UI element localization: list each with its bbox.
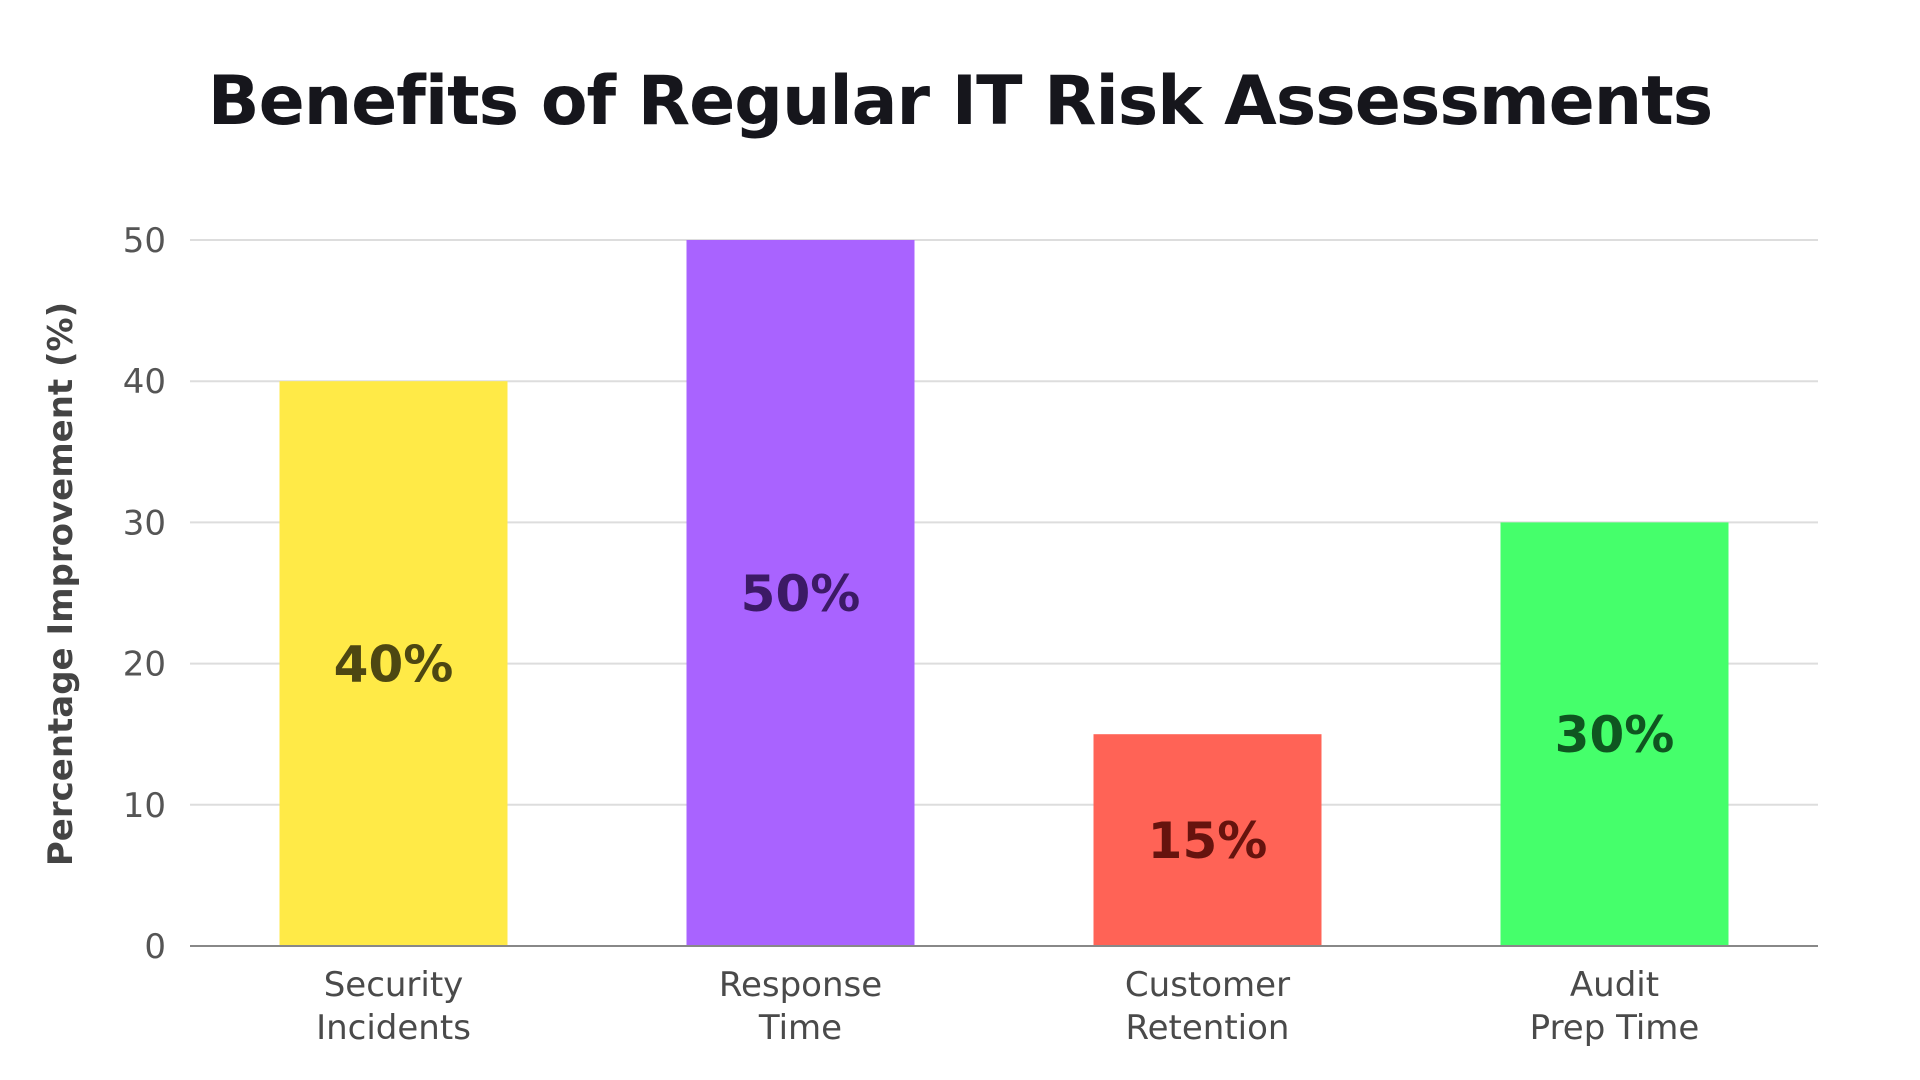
y-tick-label: 20 — [123, 645, 166, 685]
x-tick-label: Incidents — [316, 1008, 471, 1048]
x-tick-label: Audit — [1570, 965, 1659, 1005]
bar — [279, 381, 508, 946]
x-tick-label: Customer — [1125, 965, 1290, 1005]
bar — [1093, 734, 1322, 946]
chart-title: Benefits of Regular IT Risk Assessments — [207, 62, 1713, 141]
x-tick-label: Prep Time — [1530, 1008, 1700, 1048]
bars: 40% 50% 15% 30% — [279, 240, 1729, 946]
y-tick-label: 0 — [144, 927, 166, 967]
y-tick-label: 30 — [123, 503, 166, 543]
y-axis-title: Percentage Improvement (%) — [41, 302, 81, 866]
bar-value-label: 50% — [741, 565, 861, 623]
x-tick-label: Response — [719, 965, 882, 1005]
x-tick-label: Retention — [1126, 1008, 1290, 1048]
bar — [1500, 522, 1729, 946]
bar-value-label: 30% — [1555, 706, 1675, 764]
y-tick-label: 50 — [123, 221, 166, 261]
bar-value-label: 15% — [1148, 812, 1268, 870]
x-tick-label: Security — [324, 965, 464, 1005]
y-tick-label: 10 — [123, 786, 166, 826]
bar-value-label: 40% — [334, 636, 454, 694]
x-tick-label: Time — [758, 1008, 842, 1048]
bar — [686, 240, 915, 946]
y-tick-label: 40 — [123, 362, 166, 402]
